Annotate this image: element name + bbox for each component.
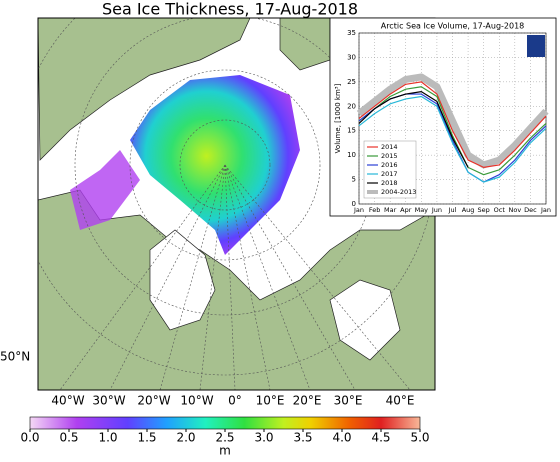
colorbar-tick-label: 0.0 bbox=[20, 431, 39, 445]
y-tick-label: 15 bbox=[347, 127, 356, 135]
colorbar-tick-label: 4.5 bbox=[371, 431, 390, 445]
map-title: Sea Ice Thickness, 17-Aug-2018 bbox=[102, 0, 358, 19]
chart-title: Arctic Sea Ice Volume, 17-Aug-2018 bbox=[381, 22, 525, 31]
colorbar-tick-label: 5.0 bbox=[410, 431, 429, 445]
lon-label: 30°E bbox=[334, 394, 363, 408]
colorbar-unit: m bbox=[219, 444, 231, 458]
lon-label: 0° bbox=[228, 394, 242, 408]
colorbar bbox=[29, 416, 421, 430]
y-axis-label: Volume, [1000 km³] bbox=[334, 83, 342, 153]
lon-label: 10°E bbox=[256, 394, 285, 408]
water bbox=[329, 279, 401, 361]
x-tick-label: Jan bbox=[353, 206, 364, 214]
x-tick-label: Feb bbox=[369, 206, 381, 214]
land bbox=[38, 189, 435, 390]
x-tick-label: Dec bbox=[524, 206, 537, 214]
legend-box bbox=[363, 140, 417, 199]
x-tick-label: Aug bbox=[462, 206, 475, 214]
colorbar-tick-label: 0.5 bbox=[59, 431, 78, 445]
colorbar-tick-label: 1.5 bbox=[137, 431, 156, 445]
lon-label: 10°W bbox=[180, 394, 213, 408]
lon-label: 20°E bbox=[293, 394, 322, 408]
inset-chart: Arctic Sea Ice Volume, 17-Aug-2018 Volume… bbox=[334, 22, 551, 215]
land bbox=[38, 18, 251, 161]
x-tick-label: Oct bbox=[494, 206, 506, 214]
legend-label: 2018 bbox=[381, 179, 398, 187]
colorbar-tick-label: 2.0 bbox=[176, 431, 195, 445]
colorbar-tick-label: 2.5 bbox=[215, 431, 234, 445]
y-tick-label: 20 bbox=[347, 102, 356, 110]
sea-ice bbox=[70, 150, 140, 230]
sea-ice bbox=[130, 75, 300, 255]
legend-label: 2014 bbox=[381, 143, 398, 151]
series-line bbox=[356, 73, 549, 169]
x-tick-label: Nov bbox=[508, 206, 521, 214]
series-line bbox=[358, 91, 469, 168]
legend-label: 2015 bbox=[381, 152, 398, 160]
lon-label: 40°E bbox=[386, 394, 415, 408]
y-tick-label: 10 bbox=[347, 151, 356, 159]
colorbar-ticks: 0.0 0.5 1.0 1.5 2.0 2.5 3.0 3.5 4.0 4.5 5.0 bbox=[20, 429, 430, 445]
graticule bbox=[38, 18, 435, 390]
x-tick-label: Jun bbox=[431, 206, 442, 214]
y-tick-label: 30 bbox=[347, 53, 356, 61]
x-tick-label: Jan bbox=[540, 206, 551, 214]
lat-label: 50°N bbox=[0, 350, 30, 364]
legend-label: 2016 bbox=[381, 161, 398, 169]
y-tick-label: 5 bbox=[352, 176, 356, 184]
x-tick-label: Mar bbox=[384, 206, 397, 214]
y-tick-label: 25 bbox=[347, 78, 356, 86]
colorbar-tick-label: 4.0 bbox=[332, 431, 351, 445]
x-tick-label: Sep bbox=[478, 206, 490, 214]
legend-label: 2017 bbox=[381, 170, 398, 178]
y-tick-label: 35 bbox=[347, 29, 356, 37]
x-tick-label: Jul bbox=[448, 206, 457, 214]
y-tick-label: 0 bbox=[352, 200, 356, 208]
colorbar-tick-label: 3.5 bbox=[293, 431, 312, 445]
lon-label: 30°W bbox=[92, 394, 125, 408]
series-line bbox=[358, 86, 547, 176]
lon-label: 40°W bbox=[51, 394, 84, 408]
series-line bbox=[358, 81, 547, 168]
lon-labels: 40°W 30°W 20°W 10°W 0° 10°E 20°E 30°E 40°E bbox=[51, 394, 414, 408]
x-tick-label: May bbox=[415, 206, 429, 214]
colorbar-tick-label: 3.0 bbox=[254, 431, 273, 445]
legend-label: 2004-2013 bbox=[381, 188, 416, 196]
x-tick-label: Apr bbox=[400, 206, 412, 214]
lon-label: 20°W bbox=[137, 394, 170, 408]
series-line bbox=[358, 95, 547, 183]
logo bbox=[527, 35, 545, 57]
colorbar-tick-label: 1.0 bbox=[98, 431, 117, 445]
